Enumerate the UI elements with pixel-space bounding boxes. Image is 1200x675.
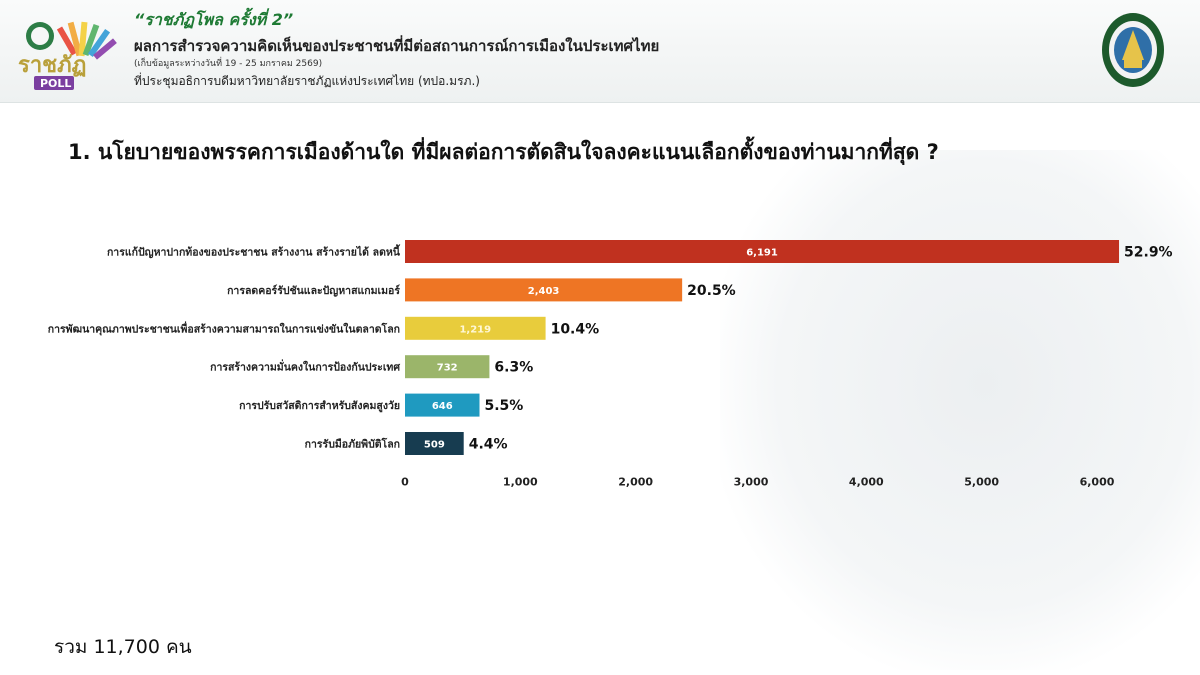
category-label: การสร้างความมั่นคงในการป้องกันประเทศ xyxy=(210,359,400,374)
category-label: การแก้ปัญหาปากท้องของประชาชน สร้างงาน สร… xyxy=(107,244,401,259)
bar-value-label: 509 xyxy=(424,440,445,451)
percent-label: 52.9% xyxy=(1124,245,1173,261)
percent-label: 20.5% xyxy=(687,283,736,299)
svg-text:POLL: POLL xyxy=(40,77,71,90)
bar xyxy=(405,432,464,455)
bar xyxy=(405,240,1120,263)
header-bar: ราชภัฏ POLL “ราชภัฏโพล ครั้งที่ 2” ผลการ… xyxy=(0,0,1200,103)
rajabhat-poll-logo: ราชภัฏ POLL xyxy=(18,21,117,90)
bar-value-label: 1,219 xyxy=(459,324,491,335)
poll-title: “ราชภัฏโพล ครั้งที่ 2” xyxy=(134,10,294,29)
bar xyxy=(405,278,683,302)
svg-text:ราชภัฏ: ราชภัฏ xyxy=(18,53,86,78)
x-tick-label: 5,000 xyxy=(964,475,999,488)
category-label: การลดคอร์รัปชันและปัญหาสแกมเมอร์ xyxy=(227,284,400,297)
total-respondents: รวม 11,700 คน xyxy=(54,636,192,658)
bar-value-label: 6,191 xyxy=(746,248,778,259)
x-tick-label: 3,000 xyxy=(734,475,769,488)
bar xyxy=(405,393,480,417)
bar xyxy=(405,316,546,340)
bar-value-label: 646 xyxy=(432,401,453,412)
category-label: การปรับสวัสดิการสำหรับสังคมสูงวัย xyxy=(239,400,400,413)
percent-label: 10.4% xyxy=(551,321,600,337)
question-title: 1. นโยบายของพรรคการเมืองด้านใด ที่มีผลต่… xyxy=(68,140,939,164)
bar-value-label: 732 xyxy=(437,363,458,374)
x-tick-label: 1,000 xyxy=(503,475,538,488)
policy-bar-chart: การแก้ปัญหาปากท้องของประชาชน สร้างงาน สร… xyxy=(48,240,1173,488)
category-label: การพัฒนาคุณภาพประชาชนเพื่อสร้างความสามาร… xyxy=(48,320,400,336)
background-map xyxy=(720,150,1200,670)
poll-date-range: (เก็บข้อมูลระหว่างวันที่ 19 - 25 มกราคม … xyxy=(134,59,323,69)
percent-label: 5.5% xyxy=(485,398,524,414)
bar-value-label: 2,403 xyxy=(528,286,560,297)
percent-label: 6.3% xyxy=(494,360,533,376)
x-tick-label: 2,000 xyxy=(618,475,653,488)
university-seal xyxy=(1102,13,1164,87)
category-label: การรับมือภัยพิบัติโลก xyxy=(305,438,400,451)
bar xyxy=(405,355,490,379)
percent-label: 4.4% xyxy=(469,437,508,453)
x-tick-label: 4,000 xyxy=(849,475,884,488)
poll-organization: ที่ประชุมอธิการบดีมหาวิทยาลัยราชภัฏแห่งป… xyxy=(134,74,480,88)
poll-subtitle: ผลการสำรวจความคิดเห็นของประชาชนที่มีต่อส… xyxy=(134,37,660,55)
x-tick-label: 0 xyxy=(401,475,409,488)
x-tick-label: 6,000 xyxy=(1080,475,1115,488)
